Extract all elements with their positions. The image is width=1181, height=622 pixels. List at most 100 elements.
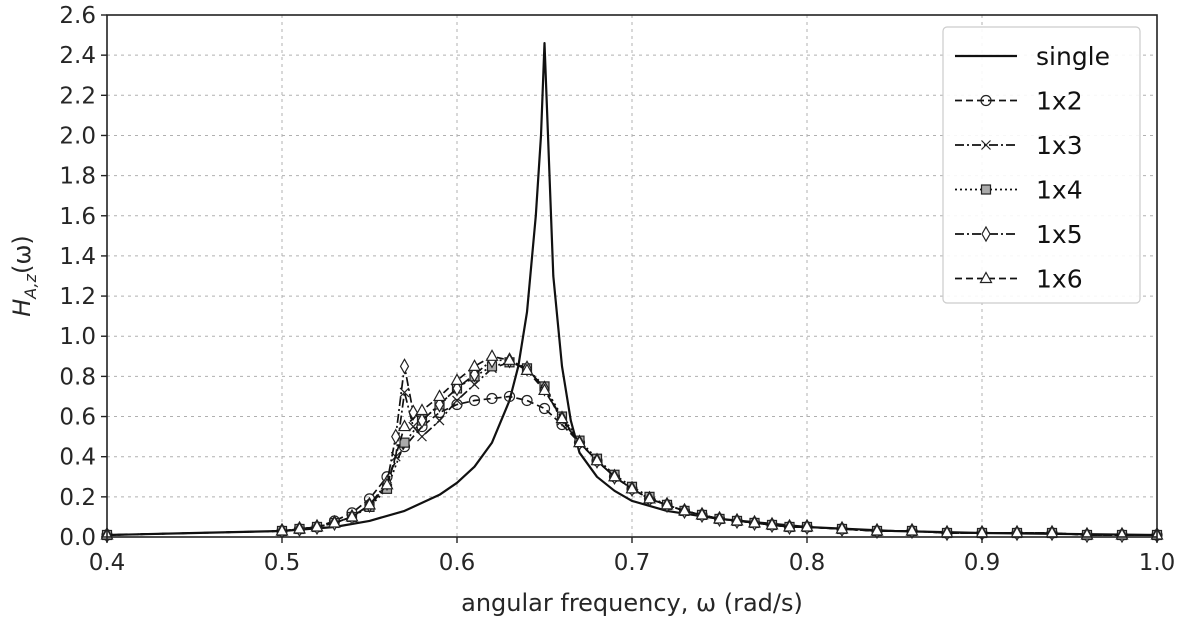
data-point <box>417 412 427 429</box>
legend-marker <box>981 225 991 243</box>
data-point <box>555 411 569 424</box>
x-tick-label: 0.8 <box>789 550 826 576</box>
legend-label: 1x4 <box>1036 176 1083 205</box>
x-tick-label: 0.5 <box>264 550 301 576</box>
data-point <box>502 353 517 365</box>
data-point <box>380 477 394 490</box>
x-axis-title: angular frequency, ω (rad/s) <box>461 589 803 617</box>
data-point <box>485 349 499 361</box>
data-point <box>417 431 427 442</box>
y-axis-title-main: H <box>8 299 36 317</box>
data-point <box>782 519 797 532</box>
data-point <box>486 392 498 405</box>
data-point <box>432 389 447 402</box>
data-point <box>765 517 779 530</box>
data-point <box>362 497 377 510</box>
series-layer <box>100 41 1164 544</box>
data-point <box>452 395 462 406</box>
data-point <box>327 515 342 528</box>
data-point <box>275 523 289 536</box>
y-tick-label: 0.2 <box>59 485 96 511</box>
legend-label: 1x6 <box>1036 265 1083 294</box>
data-point <box>399 358 410 375</box>
y-tick-label: 1.2 <box>59 284 96 310</box>
y-tick-label: 1.8 <box>59 164 96 190</box>
legend-item-1x6: 1x6 <box>955 265 1083 294</box>
legend-label: single <box>1036 42 1110 71</box>
y-tick-label: 0.4 <box>59 445 96 471</box>
legend: single 1x2 1x3 1x4 1x5 1x6 <box>942 26 1141 304</box>
data-point <box>399 387 410 398</box>
data-point <box>415 403 429 416</box>
y-tick-label: 2.4 <box>59 43 96 69</box>
y-axis-title-tail: (ω) <box>8 235 36 274</box>
x-tick-label: 1.0 <box>1139 550 1176 576</box>
legend-marker <box>979 271 993 284</box>
data-point <box>712 511 727 524</box>
y-tick-label: 2.0 <box>59 123 96 149</box>
data-point <box>607 469 622 482</box>
legend-marker <box>980 184 992 195</box>
y-tick-label: 0.8 <box>59 364 96 390</box>
data-point <box>590 453 604 466</box>
data-point <box>520 363 534 375</box>
legend-marker <box>981 140 991 150</box>
data-point <box>503 390 516 403</box>
data-point <box>467 359 482 371</box>
y-tick-label: 1.4 <box>59 244 96 270</box>
data-point <box>310 519 324 532</box>
data-point <box>391 428 401 445</box>
x-tick-label: 0.9 <box>964 550 1001 576</box>
data-point <box>468 394 481 407</box>
data-point <box>660 497 674 510</box>
data-point <box>399 437 410 448</box>
data-point <box>397 419 412 432</box>
y-axis-ticks: 0.0 0.2 0.4 0.6 0.8 1.0 1.2 1.4 1.6 1.8 2.0 2.2 2.4 2… <box>59 3 107 551</box>
legend-item-single: single <box>955 42 1110 71</box>
y-tick-label: 1.6 <box>59 204 96 230</box>
y-axis-title: HA,z(ω) <box>8 235 40 317</box>
data-point <box>537 383 552 396</box>
data-point <box>625 481 639 494</box>
legend-label: 1x2 <box>1036 87 1083 116</box>
data-point <box>695 507 709 520</box>
data-point <box>870 523 884 536</box>
legend-items: single 1x2 1x3 1x4 1x5 1x6 <box>955 42 1110 294</box>
data-point <box>730 513 744 526</box>
data-point <box>905 523 919 536</box>
legend-label: 1x3 <box>1036 131 1083 160</box>
data-point <box>292 521 307 534</box>
y-axis-title-subscript: A,z <box>21 273 40 299</box>
legend-label: 1x5 <box>1036 220 1083 249</box>
series-line-1x6 <box>106 355 1157 536</box>
data-point <box>677 503 692 516</box>
data-point <box>747 515 762 528</box>
data-point <box>642 491 657 504</box>
y-tick-label: 0.6 <box>59 405 96 431</box>
y-tick-label: 1.0 <box>59 324 96 350</box>
x-tick-label: 0.6 <box>439 550 476 576</box>
data-point <box>408 421 419 432</box>
legend-item-1x5: 1x5 <box>955 220 1083 249</box>
data-point <box>835 521 849 534</box>
data-point <box>434 415 445 426</box>
x-axis-ticks: 0.4 0.5 0.6 0.7 0.8 0.9 1.0 <box>89 537 1176 576</box>
legend-marker <box>980 94 992 107</box>
data-point <box>345 509 359 522</box>
data-point <box>450 373 464 385</box>
legend-item-1x2: 1x2 <box>955 87 1083 116</box>
y-tick-label: 2.2 <box>59 83 96 109</box>
data-point <box>521 394 533 407</box>
legend-item-1x3: 1x3 <box>955 131 1083 160</box>
data-point <box>538 402 551 415</box>
x-tick-label: 0.4 <box>89 550 126 576</box>
legend-item-1x4: 1x4 <box>955 176 1083 205</box>
data-point <box>800 519 814 532</box>
y-tick-label: 2.6 <box>59 3 96 29</box>
x-tick-label: 0.7 <box>614 550 651 576</box>
y-tick-label: 0.0 <box>59 525 96 551</box>
data-point <box>434 396 445 413</box>
data-point <box>572 435 587 448</box>
